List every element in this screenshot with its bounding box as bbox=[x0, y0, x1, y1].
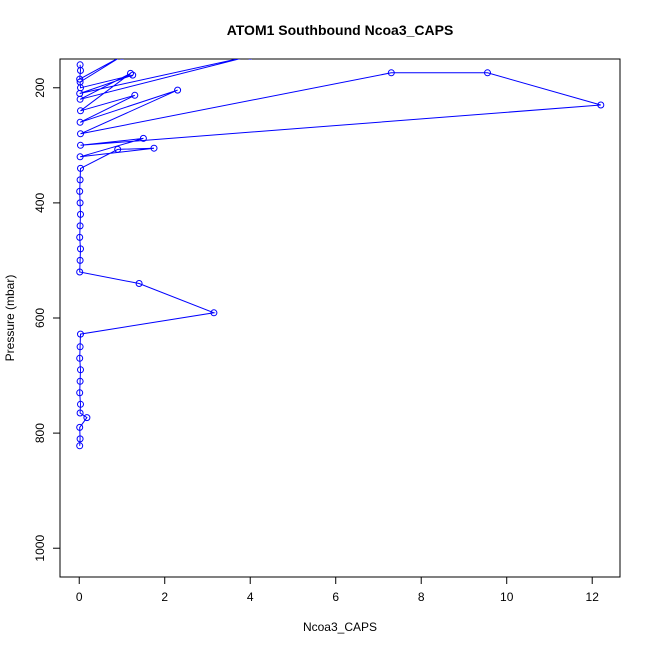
series-line-0 bbox=[79, 59, 601, 446]
data-point bbox=[83, 414, 91, 422]
data-point bbox=[76, 75, 84, 83]
data-point bbox=[120, 59, 124, 60]
y-tick-label-1: 400 bbox=[33, 193, 47, 213]
series-layer bbox=[76, 59, 605, 450]
y-tick-label-2: 600 bbox=[33, 308, 47, 328]
data-point bbox=[597, 101, 605, 109]
data-point bbox=[76, 343, 84, 351]
data-point bbox=[76, 118, 84, 126]
y-axis-label: Pressure (mbar) bbox=[3, 275, 17, 362]
data-point bbox=[76, 442, 84, 450]
data-point bbox=[248, 59, 253, 60]
x-axis-label: Ncoa3_CAPS bbox=[303, 620, 377, 634]
data-point bbox=[114, 145, 122, 153]
data-point bbox=[77, 400, 84, 408]
data-point bbox=[210, 309, 218, 317]
data-point bbox=[76, 389, 84, 397]
data-point bbox=[76, 268, 84, 276]
x-tick-label-3: 6 bbox=[332, 590, 339, 604]
plot-frame bbox=[59, 58, 621, 578]
data-point bbox=[76, 377, 84, 385]
y-axis: 200 400 600 800 1000 bbox=[33, 77, 60, 562]
chart-title: ATOM1 Southbound Ncoa3_CAPS bbox=[227, 22, 454, 38]
x-tick-label-0: 0 bbox=[76, 590, 83, 604]
data-point bbox=[76, 187, 84, 195]
x-tick-label-1: 2 bbox=[161, 590, 168, 604]
x-tick-label-4: 8 bbox=[418, 590, 425, 604]
data-point bbox=[387, 69, 395, 77]
data-point bbox=[484, 69, 491, 77]
data-point bbox=[77, 164, 84, 172]
data-point bbox=[77, 130, 84, 138]
data-point bbox=[76, 435, 84, 443]
x-tick-label-5: 10 bbox=[500, 590, 514, 604]
data-point bbox=[77, 366, 84, 374]
data-point bbox=[129, 71, 137, 79]
x-tick-label-6: 12 bbox=[586, 590, 600, 604]
data-point bbox=[150, 144, 158, 152]
data-point bbox=[76, 153, 84, 161]
data-point bbox=[174, 86, 182, 94]
data-point bbox=[76, 176, 84, 184]
data-point bbox=[77, 330, 84, 338]
data-point bbox=[77, 245, 84, 253]
data-point bbox=[76, 256, 84, 264]
y-tick-label-3: 800 bbox=[33, 423, 47, 443]
data-point bbox=[76, 222, 84, 230]
data-point bbox=[76, 199, 84, 207]
data-point bbox=[76, 423, 84, 431]
data-point bbox=[76, 354, 84, 362]
data-point bbox=[76, 233, 84, 241]
data-point bbox=[77, 107, 84, 115]
data-point bbox=[77, 67, 84, 74]
data-point bbox=[77, 141, 84, 149]
y-tick-label-0: 200 bbox=[33, 77, 47, 97]
y-tick-label-4: 1000 bbox=[33, 535, 47, 562]
data-point bbox=[139, 134, 147, 142]
data-point bbox=[127, 69, 134, 77]
data-point bbox=[77, 210, 84, 218]
x-tick-label-2: 4 bbox=[247, 590, 254, 604]
x-axis: 0 2 4 6 8 10 12 bbox=[76, 577, 599, 604]
data-point bbox=[76, 409, 84, 417]
data-point bbox=[131, 91, 139, 99]
data-point bbox=[76, 95, 84, 103]
data-point bbox=[135, 280, 143, 287]
